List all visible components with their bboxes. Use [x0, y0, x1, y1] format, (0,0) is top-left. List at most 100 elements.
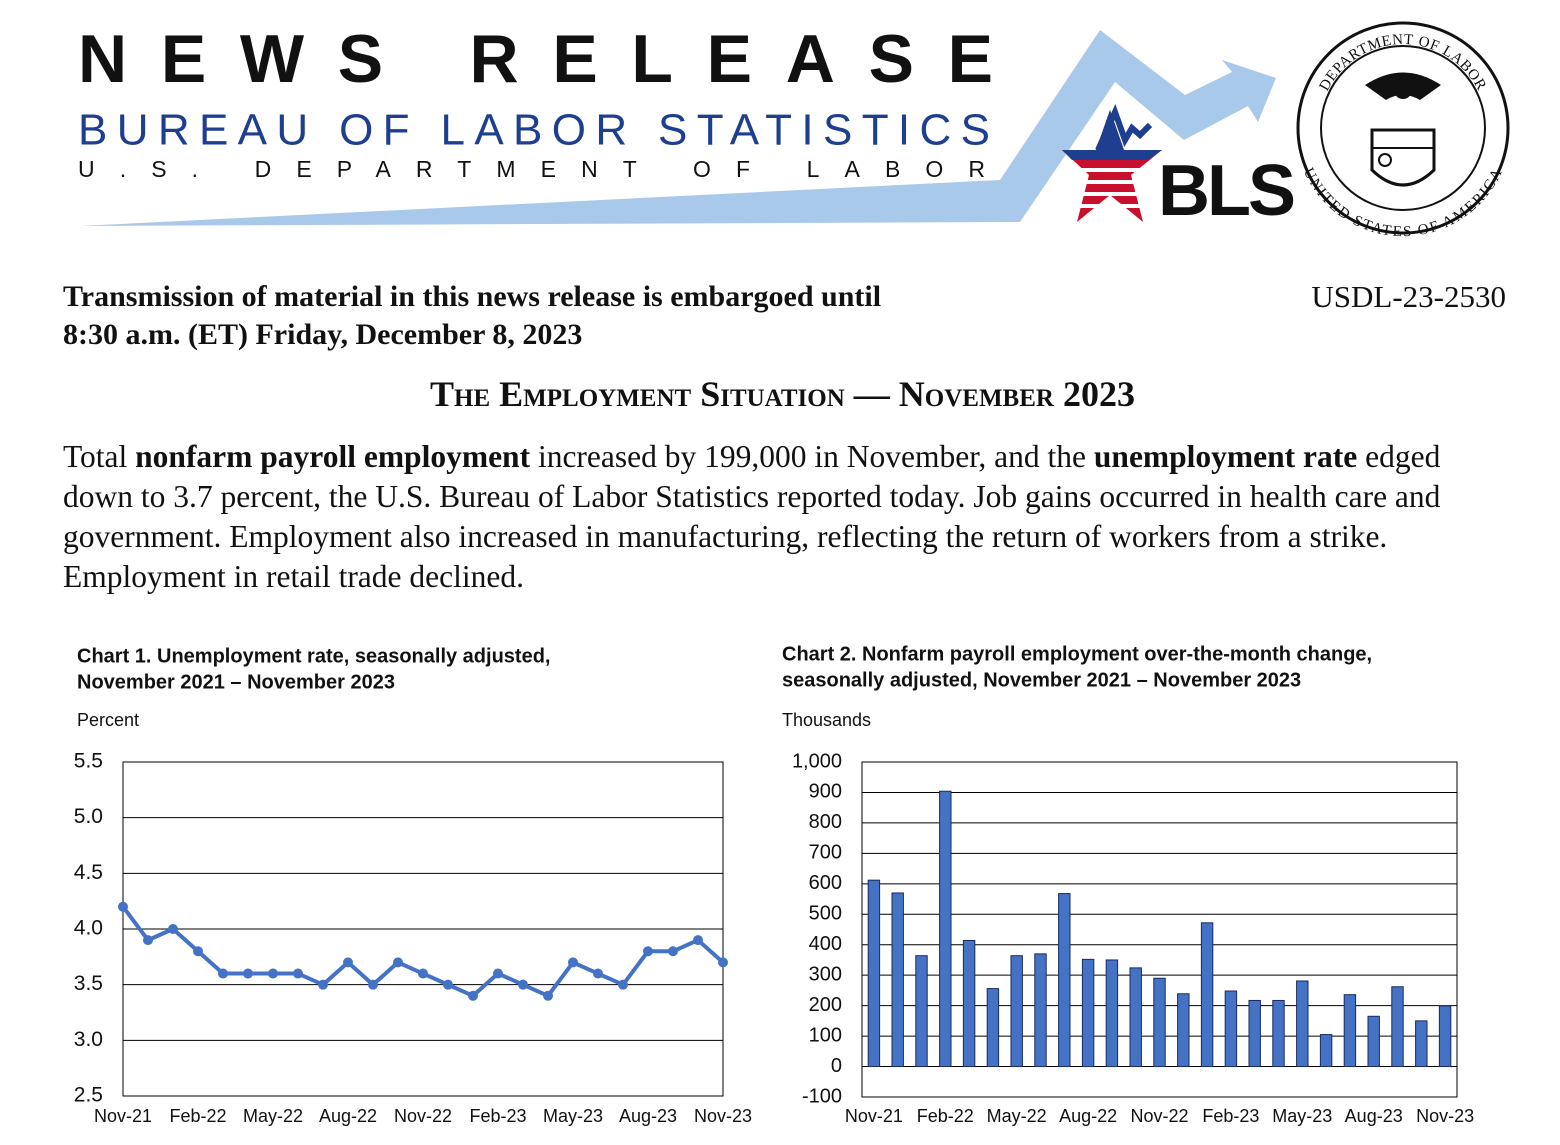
x-tick-label: May-23 [1272, 1106, 1332, 1126]
summary-segment: increased by 199,000 in November, and th… [530, 439, 1094, 474]
bar [939, 790, 952, 1068]
y-tick-label: 400 [809, 933, 842, 955]
headline: The Employment Situation — November 2023 [430, 374, 1135, 414]
point [418, 968, 428, 979]
x-tick-label: Nov-21 [845, 1106, 903, 1126]
bar [1034, 953, 1047, 1068]
x-tick-label: Aug-22 [319, 1106, 377, 1126]
point [668, 946, 678, 957]
bar [1343, 994, 1357, 1068]
y-tick-label: 1,000 [792, 750, 842, 772]
bar [1058, 893, 1071, 1068]
y-tick-label: 200 [809, 994, 842, 1016]
y-tick-label: 0 [831, 1055, 842, 1077]
bls-logo: BLS [1060, 103, 1297, 231]
point [518, 979, 528, 990]
x-tick-label: May-22 [243, 1106, 303, 1126]
bar [891, 892, 904, 1068]
point [718, 957, 728, 968]
point [693, 935, 703, 946]
x-tick-label: May-23 [543, 1106, 603, 1126]
point [318, 979, 328, 990]
bar [1248, 999, 1261, 1068]
agency: BUREAU OF LABOR STATISTICS [78, 106, 990, 155]
bar [1415, 1020, 1428, 1068]
x-tick-label: Aug-23 [619, 1106, 677, 1126]
point [593, 968, 603, 979]
x-tick-label: Nov-23 [694, 1106, 752, 1126]
line [121, 905, 725, 998]
y-tick-label: -100 [802, 1085, 842, 1107]
bar [1319, 1034, 1333, 1068]
bls-text: BLS [1158, 151, 1294, 231]
x-tick-label: Feb-23 [469, 1106, 526, 1126]
y-axis-title: Percent [77, 710, 139, 730]
x-tick-label: Feb-22 [169, 1106, 226, 1126]
y-tick-label: 4.5 [74, 861, 103, 884]
bar [1129, 967, 1142, 1068]
summary-segment: edged down to 3.7 percent, the U.S. Bure… [63, 439, 1441, 594]
point [293, 968, 303, 979]
seal: DEPARTMENT OF LABOR UNITED STATES OF AME… [1296, 21, 1510, 241]
x-tick-label: May-22 [987, 1106, 1047, 1126]
chart-title: Chart 2. Nonfarm payroll employment over… [782, 643, 1372, 665]
y-tick-label: 4.0 [74, 917, 103, 940]
bar [1438, 1005, 1452, 1068]
x-tick-label: Aug-23 [1345, 1106, 1403, 1126]
bar [962, 939, 976, 1068]
summary-segment: Total [63, 439, 136, 474]
point [643, 946, 653, 957]
point [618, 979, 628, 990]
chart-payroll: Chart 2. Nonfarm payroll employment over… [782, 643, 1474, 1126]
y-tick-label: 5.5 [74, 750, 103, 773]
plot-frame [122, 761, 724, 1097]
y-tick-label: 800 [809, 811, 842, 833]
bar [1177, 993, 1190, 1068]
bar [1296, 980, 1309, 1068]
bar [986, 988, 1000, 1068]
point [243, 968, 253, 979]
point [193, 946, 203, 957]
news-release: NEWS RELEASE [78, 21, 993, 97]
point [443, 979, 453, 990]
bar [1272, 999, 1285, 1068]
bar [1367, 1015, 1380, 1068]
x-tick-label: Aug-22 [1059, 1106, 1117, 1126]
bar [1105, 959, 1119, 1068]
point [543, 990, 553, 1001]
point [468, 990, 478, 1001]
bar [915, 955, 928, 1068]
point [218, 968, 228, 979]
y-tick-label: 100 [809, 1024, 842, 1046]
bar [1224, 990, 1238, 1068]
summary-segment: nonfarm payroll employment [135, 439, 531, 474]
point [568, 957, 578, 968]
point [493, 968, 503, 979]
embargo-line: Transmission of material in this news re… [63, 280, 882, 313]
bar [867, 879, 881, 1068]
bar [1010, 955, 1023, 1068]
chart-title: Chart 1. Unemployment rate, seasonally a… [77, 645, 550, 667]
summary-segment: unemployment rate [1093, 439, 1358, 474]
swoosh [80, 30, 1276, 226]
embargo: Transmission of material in this news re… [63, 278, 881, 354]
y-tick-label: 3.0 [74, 1028, 103, 1051]
x-tick-label: Feb-22 [917, 1106, 974, 1126]
point [343, 957, 353, 968]
point [393, 957, 403, 968]
y-tick-label: 2.5 [74, 1084, 103, 1107]
y-tick-label: 900 [809, 781, 842, 803]
y-tick-label: 500 [809, 903, 842, 925]
y-axis-title: Thousands [782, 710, 871, 730]
x-tick-label: Nov-22 [394, 1106, 452, 1126]
chart-title: November 2021 – November 2023 [77, 671, 395, 693]
bar [1153, 977, 1166, 1068]
point [118, 901, 128, 912]
x-tick-label: Nov-21 [94, 1106, 152, 1126]
y-tick-label: 700 [809, 842, 842, 864]
summary: Total nonfarm payroll employment increas… [63, 437, 1503, 597]
x-tick-label: Feb-23 [1202, 1106, 1259, 1126]
x-tick-label: Nov-22 [1130, 1106, 1188, 1126]
bar [1200, 922, 1214, 1068]
